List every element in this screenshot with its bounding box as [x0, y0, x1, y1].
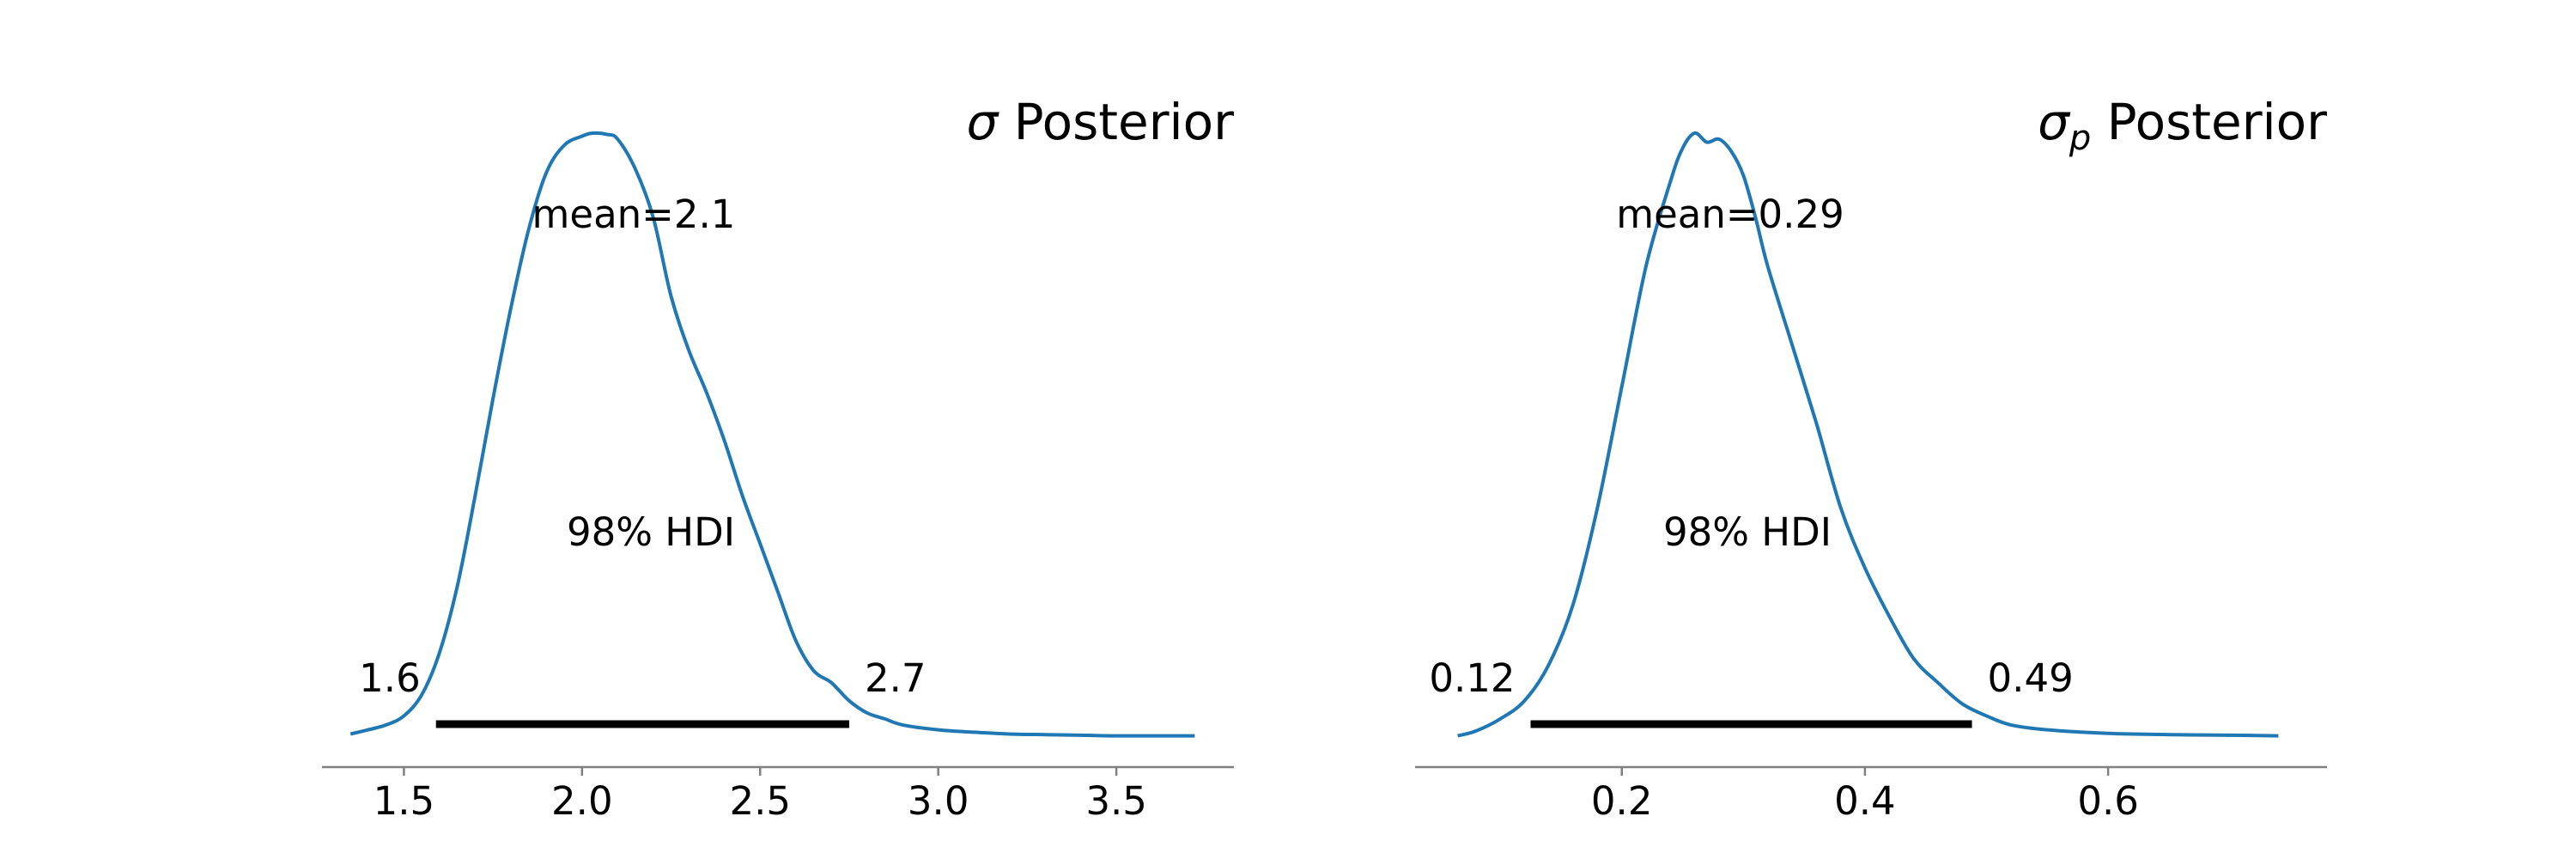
plot-title: σ Posterior: [966, 93, 1234, 151]
title-text: Posterior: [998, 93, 1234, 151]
mean-label: mean=0.29: [1616, 192, 1844, 237]
title-subscript: p: [2069, 119, 2091, 158]
x-tick-label: 2.5: [729, 778, 791, 824]
title-symbol: σ: [2038, 93, 2071, 151]
title-symbol: σ: [966, 93, 999, 151]
x-tick-label: 0.6: [2077, 778, 2139, 824]
title-text: Posterior: [2091, 93, 2327, 151]
hdi-upper-label: 0.49: [1988, 655, 2074, 701]
x-tick-label: 3.5: [1085, 778, 1147, 824]
posterior-density-line: [1457, 131, 2279, 738]
hdi-label: 98% HDI: [567, 509, 735, 555]
x-tick-label: 0.2: [1591, 778, 1653, 824]
sigma-p-posterior-plot: 0.2 0.4 0.6 0.12 0.49 98% HDI mean=0.29 σp Post…: [1415, 93, 2327, 824]
x-tick-label: 1.5: [374, 778, 435, 824]
posterior-density-line: [349, 131, 1195, 738]
sigma-posterior-plot: 1.5 2.0 2.5 3.0 3.5 1.6 2.7 98% HDI mean=2.1 σ Po…: [322, 93, 1234, 824]
hdi-label: 98% HDI: [1663, 509, 1832, 555]
hdi-upper-label: 2.7: [865, 655, 927, 701]
x-tick-label: 2.0: [551, 778, 613, 824]
hdi-lower-label: 1.6: [359, 655, 421, 701]
hdi-lower-label: 0.12: [1429, 655, 1515, 701]
x-tick-label: 3.0: [908, 778, 969, 824]
plot-title: σp Posterior: [2038, 93, 2327, 158]
x-tick-label: 0.4: [1834, 778, 1896, 824]
mean-label: mean=2.1: [532, 192, 736, 237]
